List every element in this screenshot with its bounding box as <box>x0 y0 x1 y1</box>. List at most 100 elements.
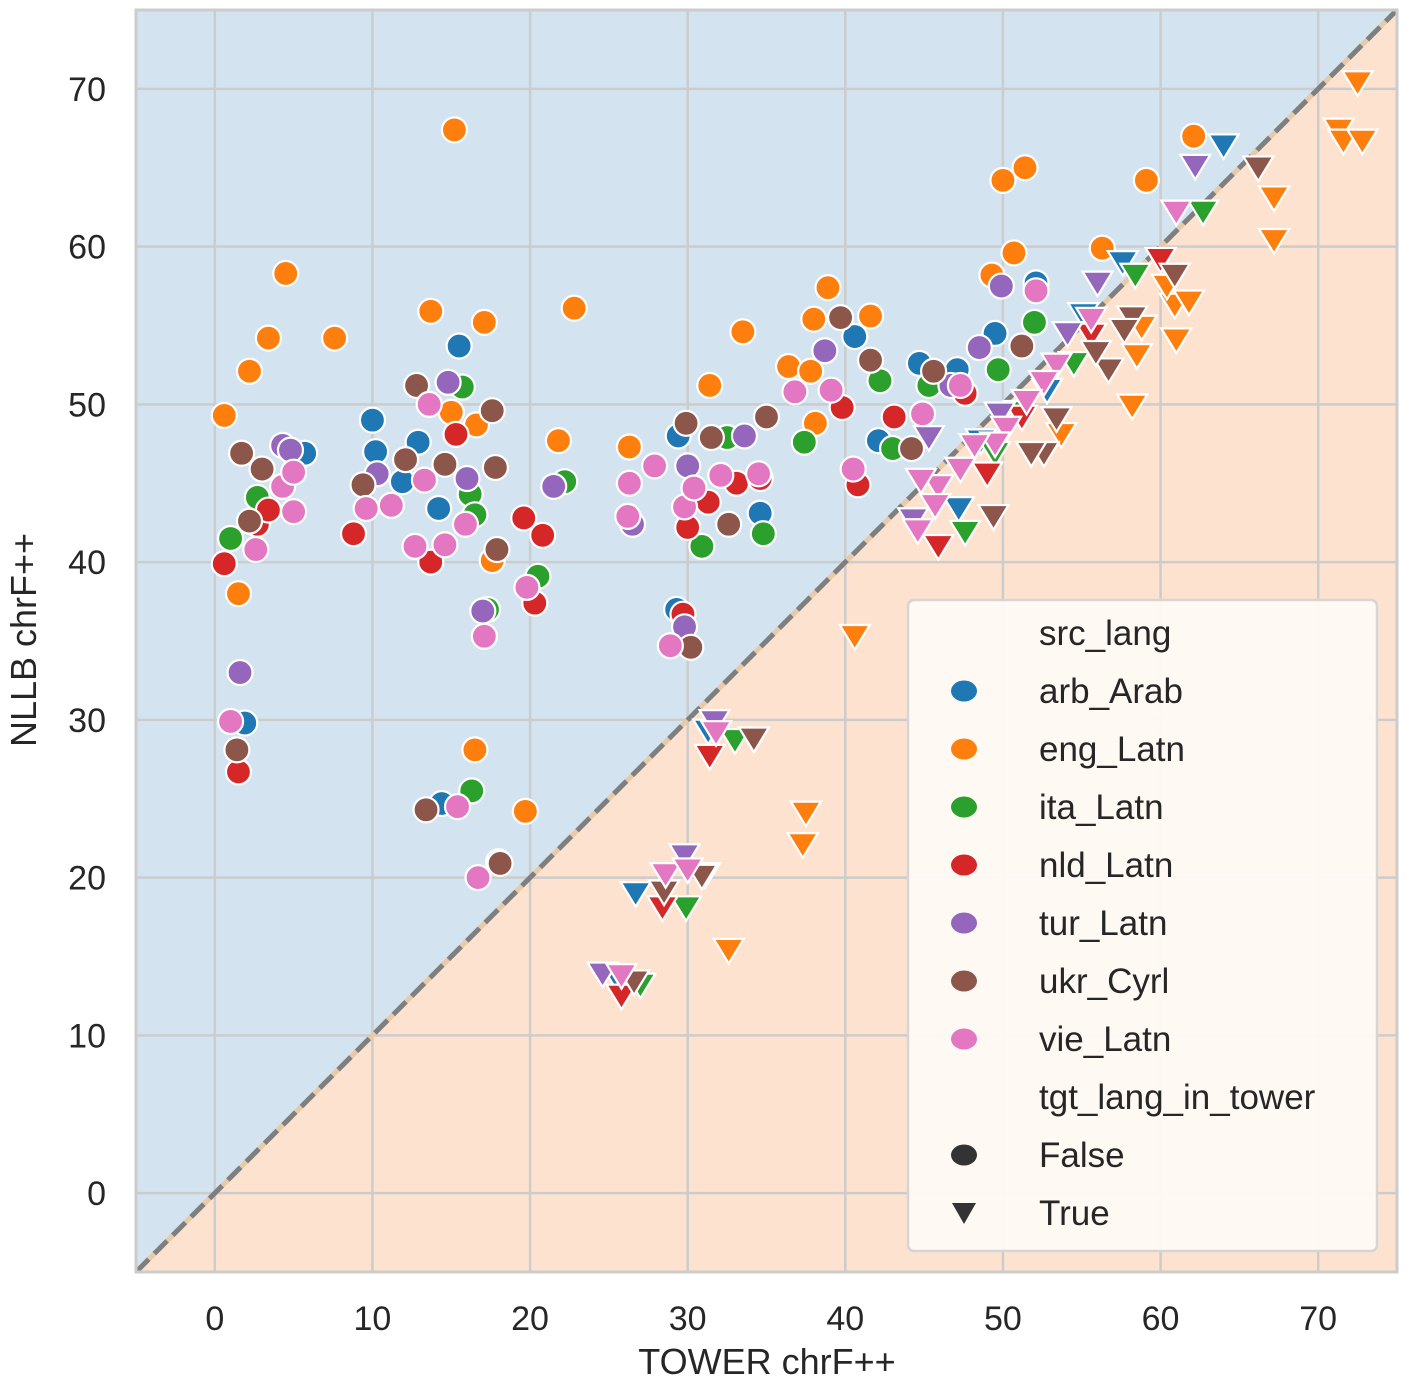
data-point-circle-nld_Latn <box>442 420 470 448</box>
data-point-circle-vie_Latn <box>443 793 472 821</box>
legend-marker-ita_Latn <box>951 796 977 818</box>
data-point-triangle-eng_Latn <box>785 832 820 860</box>
data-point-circle-eng_Latn <box>800 305 828 333</box>
y-tick-label: 70 <box>68 71 106 109</box>
legend-marker-nld_Latn <box>951 854 977 876</box>
data-point-triangle-eng_Latn <box>1340 70 1375 98</box>
data-point-triangle-eng_Latn <box>1159 327 1194 356</box>
data-point-triangle-nld_Latn <box>692 743 727 772</box>
data-point-circle-eng_Latn <box>797 357 825 385</box>
data-point-circle-ukr_Cyrl <box>223 736 251 764</box>
data-point-triangle-eng_Latn <box>788 800 823 829</box>
data-point-circle-vie_Latn <box>656 632 684 660</box>
data-point-circle-eng_Latn <box>440 116 469 144</box>
x-tick-label: 20 <box>511 1300 549 1338</box>
data-point-triangle-tur_Latn <box>1178 153 1213 182</box>
data-point-triangle-vie_Latn <box>989 415 1024 444</box>
data-point-circle-vie_Latn <box>839 455 867 483</box>
data-point-circle-eng_Latn <box>224 580 253 608</box>
legend-marker-circle <box>951 1144 977 1166</box>
y-axis-label: NLLB chrF++ <box>3 533 44 747</box>
legend-label-true: True <box>1039 1194 1110 1233</box>
y-tick-label: 40 <box>68 544 106 582</box>
data-point-circle-vie_Latn <box>280 458 308 486</box>
data-point-triangle-eng_Latn <box>1257 227 1292 256</box>
data-point-circle-ita_Latn <box>984 356 1012 384</box>
data-point-circle-vie_Latn <box>377 491 405 519</box>
data-point-circle-eng_Latn <box>254 324 283 352</box>
legend-label-tur_Latn: tur_Latn <box>1039 904 1167 943</box>
legend-title-src-lang: src_lang <box>1039 614 1171 653</box>
data-point-circle-ukr_Cyrl <box>697 423 725 452</box>
data-point-circle-vie_Latn <box>401 532 429 560</box>
legend-label-arb_Arab: arb_Arab <box>1039 672 1183 711</box>
data-point-triangle-ukr_Cyrl <box>1014 440 1049 469</box>
data-point-circle-eng_Latn <box>814 274 842 302</box>
legend-marker-vie_Latn <box>951 1028 977 1050</box>
data-point-triangle-ukr_Cyrl <box>1078 339 1113 368</box>
data-point-triangle-nld_Latn <box>921 533 956 562</box>
data-point-circle-eng_Latn <box>417 297 445 325</box>
legend-label-vie_Latn: vie_Latn <box>1039 1020 1171 1059</box>
legend-marker-eng_Latn <box>951 738 977 760</box>
data-point-circle-arb_Arab <box>841 322 869 351</box>
data-point-circle-vie_Latn <box>451 510 480 538</box>
data-point-triangle-tur_Latn <box>982 401 1017 430</box>
data-point-circle-eng_Latn <box>560 294 588 322</box>
data-point-triangle-tur_Latn <box>1080 270 1115 299</box>
data-point-triangle-ukr_Cyrl <box>1039 406 1074 434</box>
data-point-circle-vie_Latn <box>242 535 270 564</box>
legend-label-ita_Latn: ita_Latn <box>1039 788 1164 827</box>
x-tick-label: 30 <box>669 1300 707 1338</box>
legend-label-nld_Latn: nld_Latn <box>1039 846 1173 885</box>
data-point-circle-vie_Latn <box>352 494 380 523</box>
data-point-circle-tur_Latn <box>730 422 759 450</box>
data-point-triangle-tur_Latn <box>911 425 946 453</box>
data-point-circle-eng_Latn <box>729 318 757 346</box>
data-point-triangle-ita_Latn <box>1118 262 1153 291</box>
y-axis-ticks: 0 10 20 30 40 50 60 70 <box>68 71 106 1213</box>
data-point-triangle-vie_Latn <box>699 720 734 748</box>
data-point-circle-eng_Latn <box>1132 166 1160 194</box>
data-point-triangle-vie_Latn <box>921 474 956 502</box>
data-point-triangle-ukr_Cyrl <box>1157 262 1192 291</box>
data-point-circle-ukr_Cyrl <box>672 409 700 437</box>
legend-marker-ukr_Cyrl <box>951 970 977 992</box>
legend-marker-triangle <box>952 1203 976 1224</box>
data-point-triangle-vie_Latn <box>670 857 705 886</box>
data-point-circle-eng_Latn <box>1011 154 1039 182</box>
y-tick-label: 60 <box>68 229 106 267</box>
plot-frame <box>134 8 1399 1274</box>
x-axis-label: TOWER chrF++ <box>638 1341 895 1382</box>
data-point-circle-ita_Latn <box>688 532 716 560</box>
data-point-circle-ita_Latn <box>790 428 818 456</box>
data-point-circle-vie_Latn <box>946 371 974 400</box>
data-point-circle-vie_Latn <box>745 460 773 488</box>
data-point-circle-vie_Latn <box>513 573 541 601</box>
data-point-circle-vie_Latn <box>216 707 245 736</box>
data-point-triangle-vie_Latn <box>1039 352 1074 381</box>
data-point-circle-vie_Latn <box>781 378 809 406</box>
x-tick-label: 60 <box>1142 1300 1180 1338</box>
data-point-triangle-vie_Latn <box>904 467 938 496</box>
data-point-triangle-vie_Latn <box>1074 306 1109 335</box>
data-point-triangle-vie_Latn <box>1159 199 1194 228</box>
data-point-circle-eng_Latn <box>210 401 238 430</box>
data-point-triangle-vie_Latn <box>1009 388 1044 417</box>
x-tick-label: 40 <box>826 1300 864 1338</box>
data-point-triangle-ukr_Cyrl <box>1107 317 1142 346</box>
data-point-circle-eng_Latn <box>235 357 264 385</box>
legend-title-tgt-lang-in-tower: tgt_lang_in_tower <box>1039 1078 1316 1117</box>
data-point-circle-tur_Latn <box>811 337 839 365</box>
data-point-circle-nld_Latn <box>210 550 238 578</box>
data-point-triangle-vie_Latn <box>957 432 992 461</box>
data-point-triangle-eng_Latn <box>1345 128 1380 157</box>
data-point-circle-vie_Latn <box>680 474 708 502</box>
legend-box <box>906 598 1379 1253</box>
data-point-triangle-arb_Arab <box>618 881 653 909</box>
data-point-circle-eng_Latn <box>1000 239 1028 267</box>
data-point-triangle-eng_Latn <box>1115 393 1150 422</box>
data-point-circle-ukr_Cyrl <box>228 439 256 467</box>
data-point-circle-vie_Latn <box>1022 277 1050 305</box>
